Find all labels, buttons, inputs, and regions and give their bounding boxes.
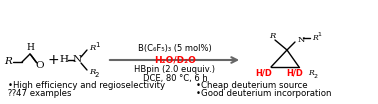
Text: N: N [73,56,82,64]
Text: R: R [89,44,95,52]
Text: +: + [47,53,59,67]
Text: HBpin (2.0 euquiv.): HBpin (2.0 euquiv.) [135,64,215,74]
Text: 2: 2 [314,74,318,79]
Text: •Cheap deuterium source: •Cheap deuterium source [196,80,308,90]
Text: •High efficiency and regioselectivity: •High efficiency and regioselectivity [8,80,165,90]
Text: R: R [308,69,314,77]
Text: 1: 1 [317,32,321,38]
Text: H₂O/D₂O: H₂O/D₂O [154,56,196,64]
Text: R: R [4,58,12,66]
Text: R: R [269,32,275,40]
Text: H/D: H/D [256,69,273,77]
Text: R: R [312,34,318,42]
Text: N: N [298,36,305,44]
Text: H: H [26,43,34,53]
Text: H/D: H/D [287,69,304,77]
Text: ⁇47 examples: ⁇47 examples [8,90,71,98]
Text: R: R [89,68,95,76]
Text: 1: 1 [95,42,99,48]
Text: H: H [59,56,68,64]
Text: B(C₆F₅)₃ (5 mol%): B(C₆F₅)₃ (5 mol%) [138,43,212,53]
Text: 2: 2 [95,72,99,78]
Text: O: O [36,61,44,71]
Text: DCE, 80 °C, 6 h: DCE, 80 °C, 6 h [143,74,208,82]
Text: •Good deuterium incorporation: •Good deuterium incorporation [196,90,332,98]
